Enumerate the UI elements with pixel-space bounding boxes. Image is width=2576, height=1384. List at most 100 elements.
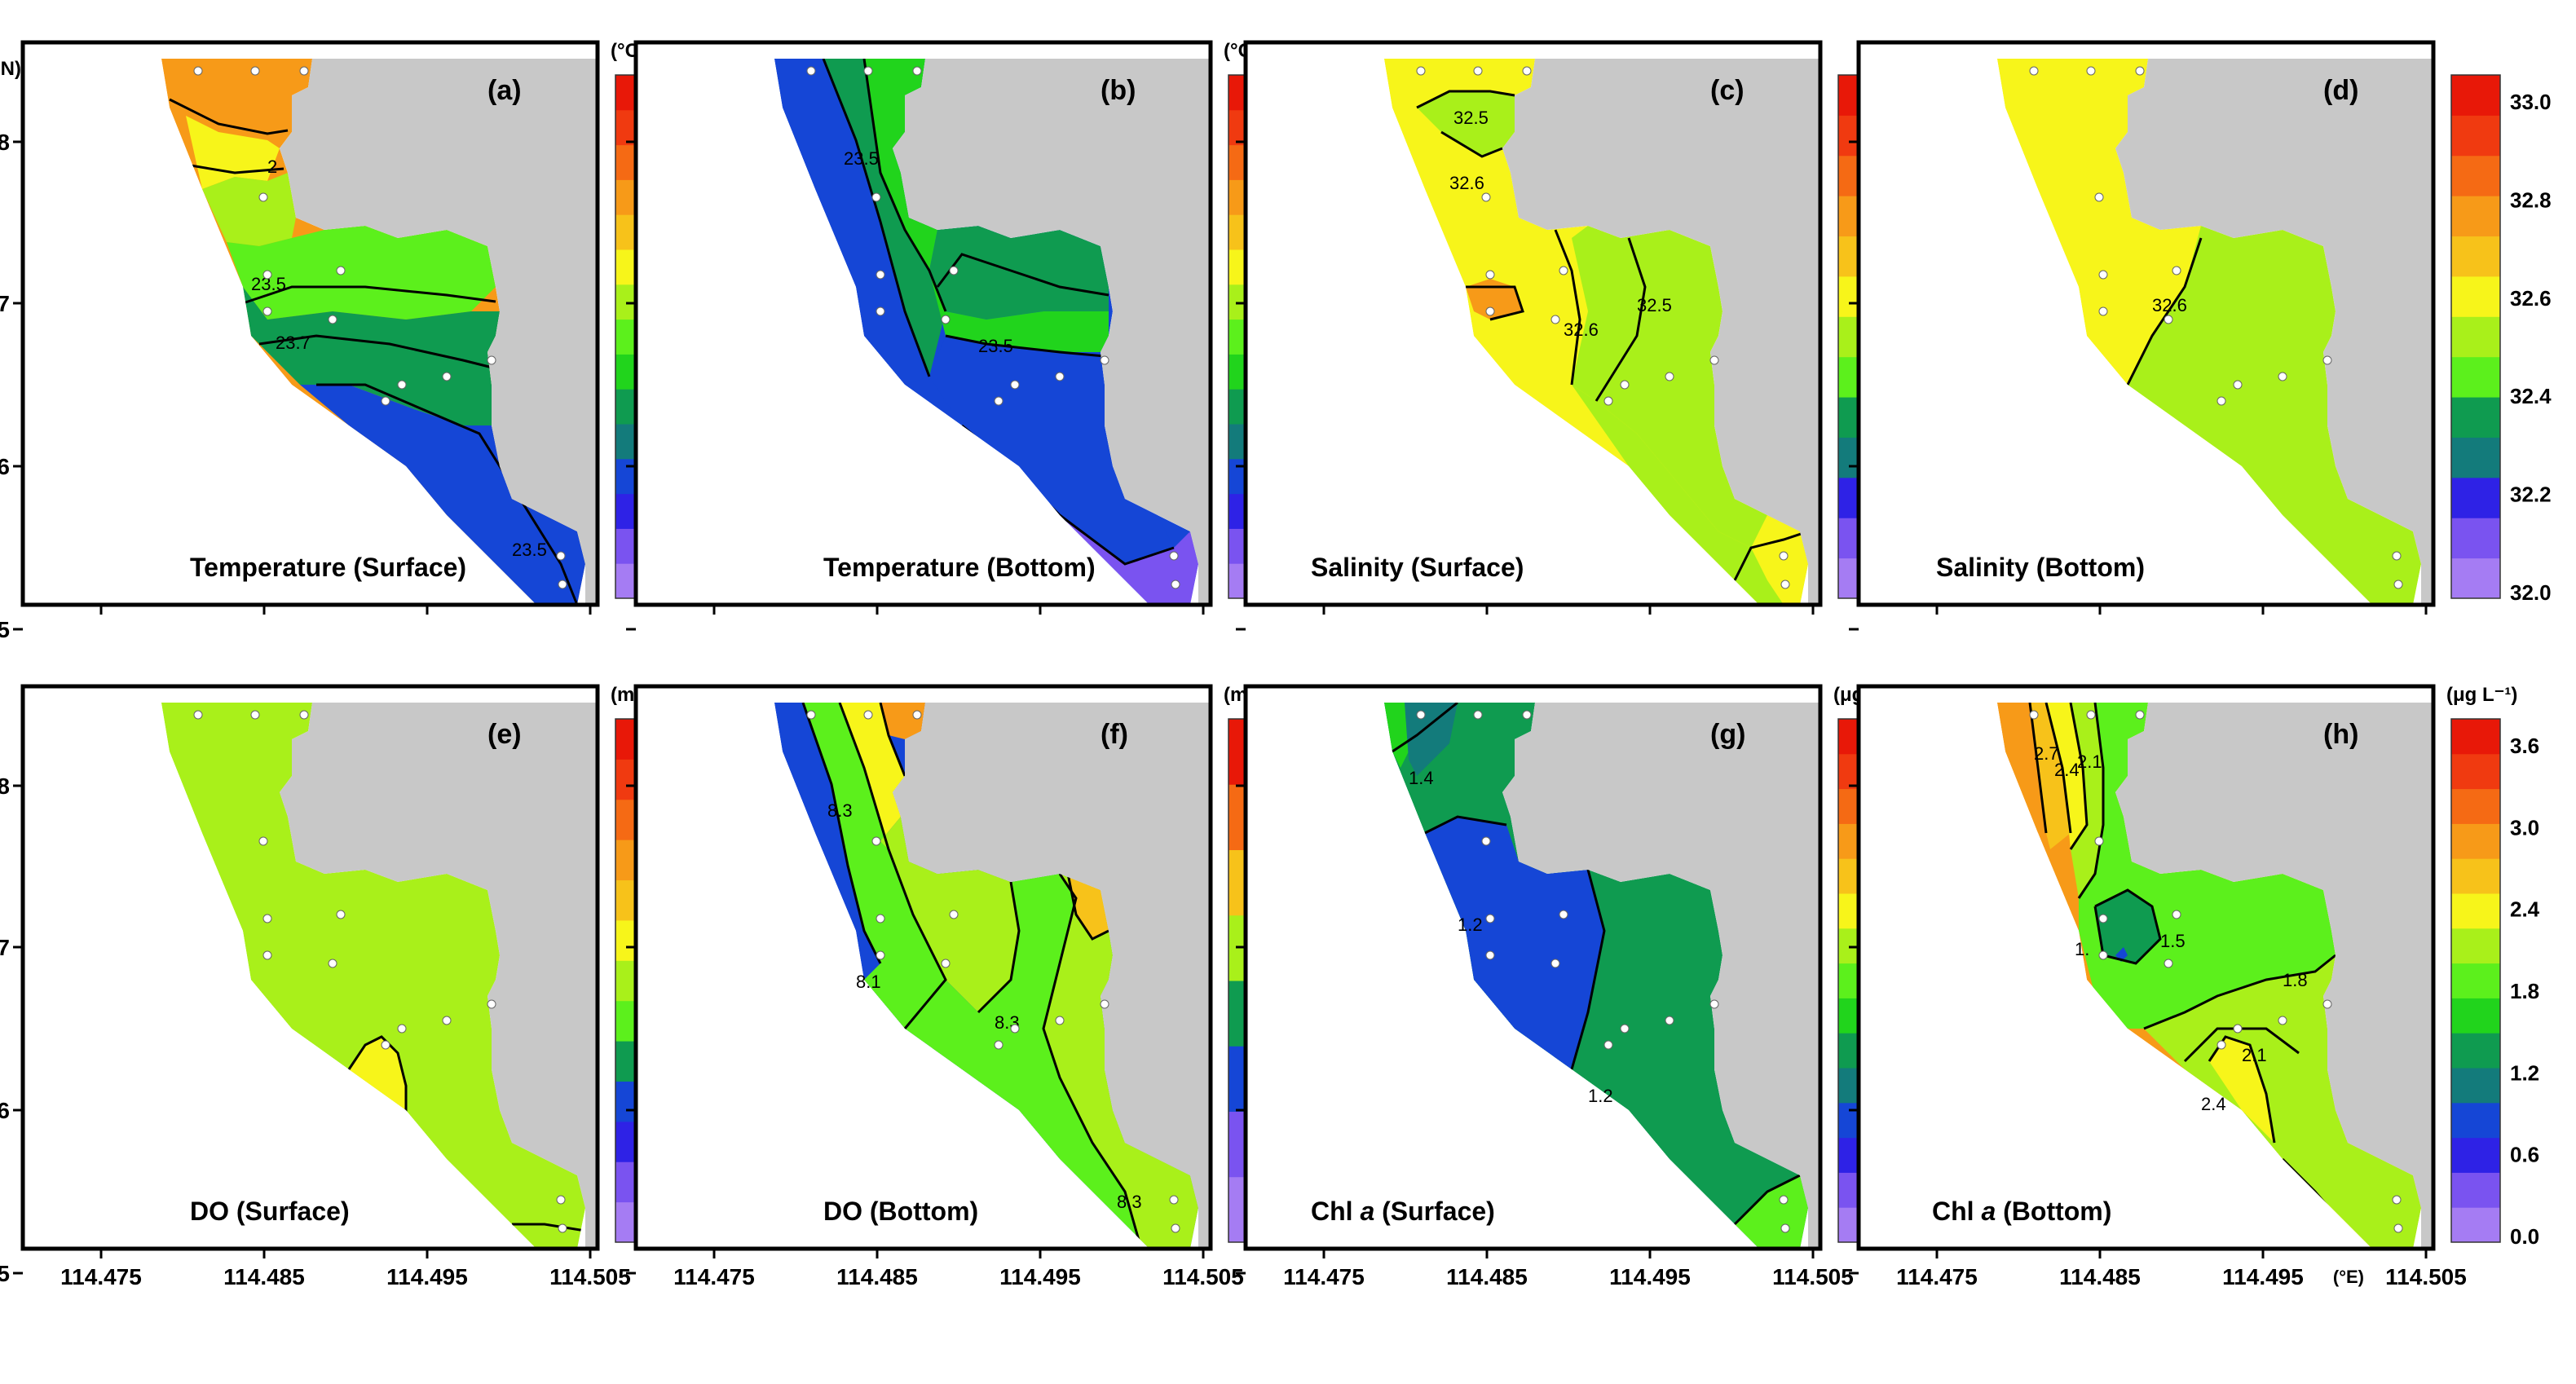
contour-line <box>1733 1174 1801 1226</box>
contour-line <box>1570 869 1606 1070</box>
colorbar-tick-label: 32.2 <box>2510 483 2552 507</box>
station-dot <box>941 315 951 324</box>
station-dot <box>2392 1195 2402 1205</box>
contour-label: 32.5 <box>1637 295 1672 315</box>
panel-letter: (f) <box>1101 719 1128 750</box>
contour-line <box>862 59 947 312</box>
panel-letter: (d) <box>2323 75 2358 106</box>
panel-h: 2.72.42.11.51.82.12.41.(h)Chl a (Bottom)… <box>1849 684 2540 1289</box>
colorbar-segment <box>2451 558 2500 599</box>
station-dot <box>2094 836 2104 846</box>
station-dot <box>2393 1223 2403 1233</box>
colorbar-segment <box>2451 1207 2500 1243</box>
lon-tick-label: 114.485 <box>223 1264 305 1289</box>
panel-letter: (e) <box>487 719 522 750</box>
colorbar-tick-label: 0.6 <box>2510 1143 2539 1167</box>
station-dot <box>1100 999 1109 1009</box>
contour-line <box>2069 703 2089 850</box>
contour-line <box>1392 703 1458 753</box>
land-area <box>280 703 598 1249</box>
contour-band <box>161 59 312 140</box>
lon-tick-label: 114.475 <box>673 1264 755 1289</box>
panel-title: DO (Bottom) <box>823 1197 978 1226</box>
contour-band <box>774 703 880 980</box>
station-dot <box>994 1040 1003 1050</box>
contour-label: 32.5 <box>1453 108 1489 128</box>
contour-line <box>838 703 947 1029</box>
station-dot <box>558 580 567 589</box>
contour-band <box>2209 1037 2274 1143</box>
lat-tick-label: 22.46 <box>0 1098 10 1123</box>
colorbar-segment <box>2451 518 2500 559</box>
contour-band <box>823 59 946 377</box>
contour-line <box>2044 703 2072 834</box>
contour-label: 32.6 <box>2152 295 2187 315</box>
land-area <box>2115 703 2433 1249</box>
contour-band <box>1751 515 1808 605</box>
station-dot <box>193 66 203 76</box>
station-dot <box>1485 950 1495 960</box>
station-dot <box>1473 66 1483 76</box>
colorbar-tick-label: 32.6 <box>2510 286 2552 311</box>
station-dot <box>442 372 452 381</box>
lat-tick-label: 22.45 <box>0 617 10 642</box>
station-dot <box>381 396 390 406</box>
contour-line <box>936 253 1109 297</box>
station-dot <box>912 66 922 76</box>
station-dot <box>2233 380 2243 390</box>
colorbar-segment <box>2451 356 2500 398</box>
colorbar-segment <box>2451 893 2500 929</box>
colorbar-tick-label: 32.0 <box>2510 580 2552 605</box>
contour-band <box>2128 226 2421 605</box>
lon-tick-label: 114.475 <box>1283 1264 1365 1289</box>
station-dot <box>863 710 873 720</box>
station-dot <box>1620 380 1630 390</box>
colorbar-segment <box>2451 1172 2500 1208</box>
lon-tick-label: 114.505 <box>2385 1264 2467 1289</box>
station-dot <box>1055 372 1065 381</box>
panel-b: 23.523.5(b)Temperature (Bottom)25.524.92… <box>626 40 1329 631</box>
station-dot <box>1055 1016 1065 1025</box>
contour-band <box>1011 466 1198 605</box>
panel-frame <box>20 684 600 1251</box>
station-dot <box>397 1024 407 1034</box>
contour-band <box>2030 703 2071 849</box>
station-dot <box>2233 1024 2243 1034</box>
lon-tick-label: 114.495 <box>999 1264 1081 1289</box>
panel-frame <box>633 40 1213 607</box>
station-dot <box>1481 836 1491 846</box>
station-dot <box>1620 1024 1630 1034</box>
station-dot <box>2094 192 2104 202</box>
panel-letter: (c) <box>1710 75 1745 106</box>
station-dot <box>1522 66 1532 76</box>
contour-line <box>1042 873 1143 1249</box>
contour-band <box>1043 874 1198 1249</box>
contour-line <box>2143 954 2336 1030</box>
contour-label: 23.5 <box>844 148 879 169</box>
station-dot <box>2086 710 2096 720</box>
station-dot <box>556 551 566 561</box>
panel-letter: (b) <box>1101 75 1136 106</box>
land-area <box>1502 59 1820 605</box>
station-dot <box>1171 580 1180 589</box>
contour-line <box>258 334 496 370</box>
contour-line <box>185 163 285 174</box>
contour-line <box>316 383 579 605</box>
station-dot <box>876 914 885 923</box>
colorbar-segment <box>2451 316 2500 358</box>
contour-band <box>2144 955 2421 1249</box>
contour-band <box>161 703 585 1249</box>
contour-line <box>1440 130 1503 158</box>
contour-line <box>512 1223 585 1232</box>
contour-label: 8.1 <box>856 972 881 992</box>
station-dot <box>1416 66 1426 76</box>
contour-line <box>242 285 496 305</box>
lon-tick-label: 114.485 <box>1446 1264 1528 1289</box>
lon-tick-label: 114.485 <box>836 1264 918 1289</box>
station-dot <box>941 959 951 968</box>
colorbar-tick-label: 32.8 <box>2510 187 2552 212</box>
station-dot <box>912 710 922 720</box>
colorbar-tick-label: 0.0 <box>2510 1224 2539 1249</box>
panel-frame <box>1243 40 1823 607</box>
station-dot <box>1665 1016 1674 1025</box>
